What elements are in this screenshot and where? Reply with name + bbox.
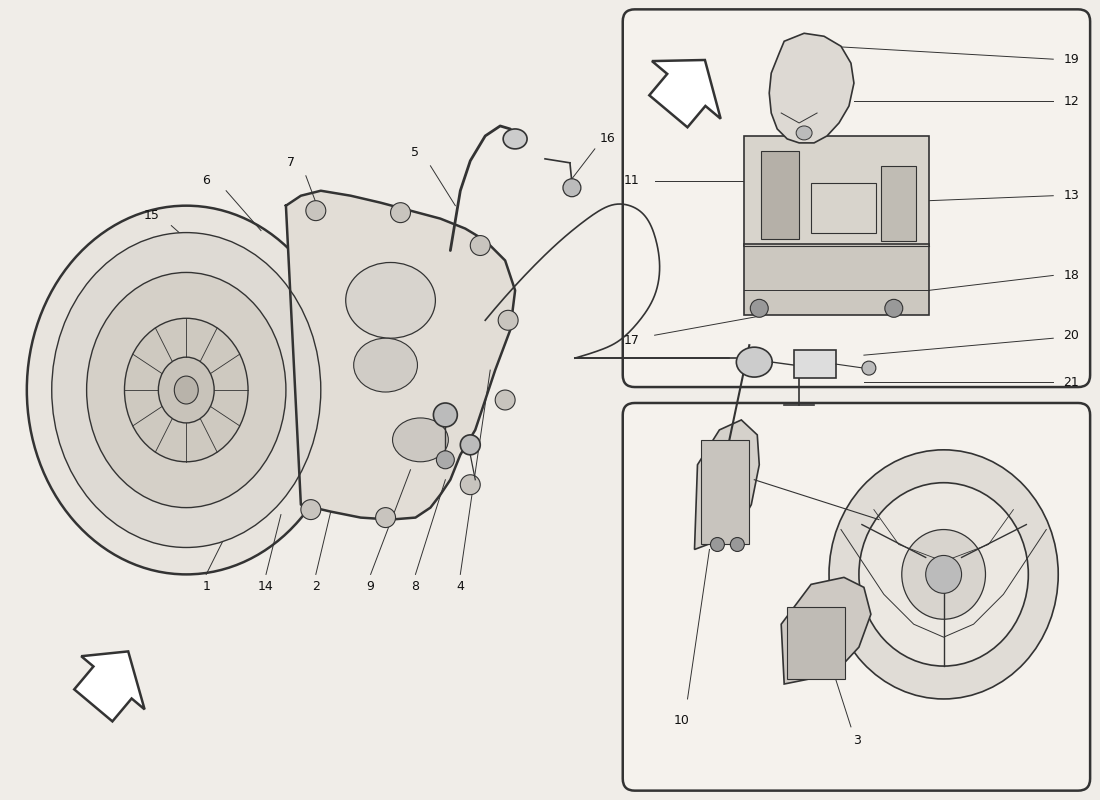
Ellipse shape [750,299,768,318]
Text: 17: 17 [624,334,640,346]
Ellipse shape [393,418,449,462]
Ellipse shape [306,201,326,221]
Ellipse shape [158,357,214,423]
Ellipse shape [926,555,961,594]
Ellipse shape [503,129,527,149]
Text: 8: 8 [411,580,419,593]
Ellipse shape [375,508,396,527]
Bar [761,151,799,238]
Ellipse shape [354,338,418,392]
Ellipse shape [563,178,581,197]
Bar [881,166,915,241]
Text: 14: 14 [258,580,274,593]
Text: 20: 20 [1064,329,1079,342]
Ellipse shape [862,361,876,375]
Ellipse shape [796,126,812,140]
Ellipse shape [124,318,249,462]
Ellipse shape [902,530,986,619]
Ellipse shape [460,435,481,455]
Bar [811,182,876,233]
Bar [702,440,749,545]
Polygon shape [769,34,854,143]
Text: 4: 4 [456,580,464,593]
Text: 19: 19 [1064,53,1079,66]
Ellipse shape [859,482,1028,666]
Text: 6: 6 [202,174,210,187]
Text: 3: 3 [852,734,861,747]
Bar [745,136,928,246]
Text: 9: 9 [366,580,375,593]
Text: 13: 13 [1064,190,1079,202]
Polygon shape [781,578,871,684]
Text: 1: 1 [202,580,210,593]
Ellipse shape [174,376,198,404]
Ellipse shape [711,538,725,551]
Ellipse shape [87,273,286,508]
Ellipse shape [52,233,321,547]
Text: 18: 18 [1064,269,1079,282]
Text: 15: 15 [143,209,160,222]
Polygon shape [74,651,144,722]
Ellipse shape [390,202,410,222]
Ellipse shape [437,451,454,469]
Text: 12: 12 [1064,94,1079,107]
Text: 21: 21 [1064,375,1079,389]
Polygon shape [649,60,720,127]
Polygon shape [694,420,759,550]
Ellipse shape [345,262,436,338]
Polygon shape [286,190,515,519]
FancyBboxPatch shape [623,10,1090,387]
Text: 16: 16 [600,133,616,146]
Text: 7: 7 [287,156,295,170]
Bar [788,607,845,679]
Text: 2: 2 [312,580,320,593]
Text: 10: 10 [673,714,690,727]
Text: 5: 5 [411,146,419,159]
Text: 11: 11 [624,174,640,187]
Bar [794,350,836,378]
Bar [745,243,928,315]
Ellipse shape [495,390,515,410]
Ellipse shape [460,474,481,494]
Ellipse shape [433,403,458,427]
Ellipse shape [884,299,903,318]
Ellipse shape [301,500,321,519]
Ellipse shape [471,235,491,255]
Ellipse shape [26,206,345,574]
FancyBboxPatch shape [623,403,1090,790]
Ellipse shape [736,347,772,377]
Ellipse shape [730,538,745,551]
Ellipse shape [498,310,518,330]
Ellipse shape [829,450,1058,699]
